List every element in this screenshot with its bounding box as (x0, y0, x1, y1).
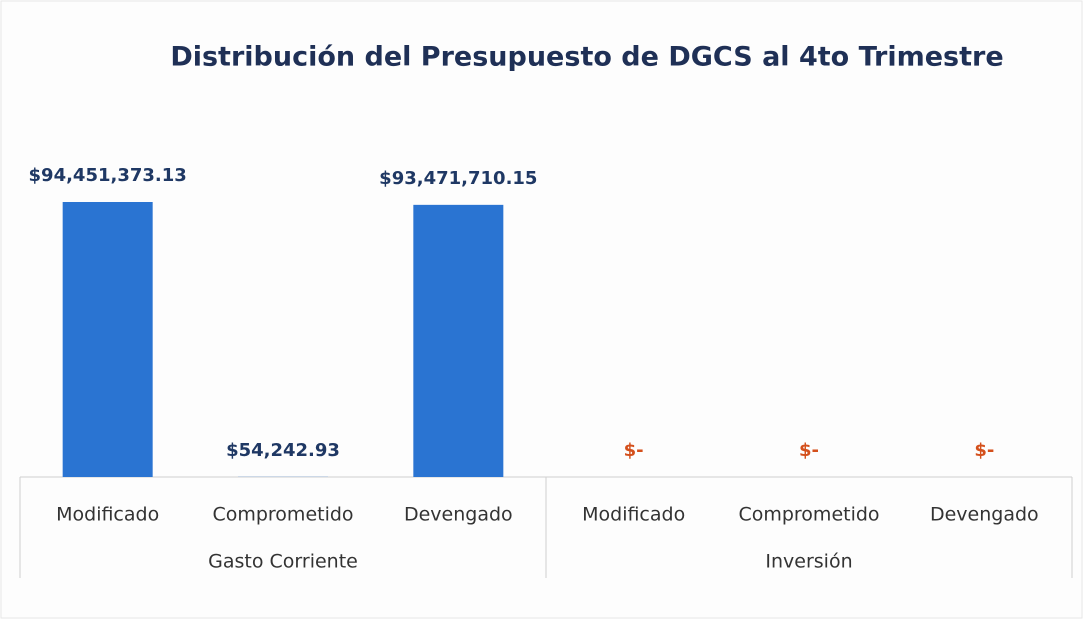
x-tick-label: Comprometido (738, 504, 879, 526)
x-tick-label: Devengado (404, 504, 513, 526)
value-label: $- (974, 440, 994, 461)
bar (62, 202, 153, 477)
x-tick-label: Comprometido (212, 504, 353, 526)
value-label: $- (624, 440, 644, 461)
group-label: Gasto Corriente (208, 551, 358, 573)
value-label: $93,471,710.15 (379, 168, 537, 189)
value-label: $94,451,373.13 (29, 165, 187, 186)
value-label: $- (799, 440, 819, 461)
bar (413, 204, 504, 477)
value-label: $54,242.93 (226, 440, 340, 461)
chart-title: Distribución del Presupuesto de DGCS al … (170, 42, 1003, 73)
group-label: Inversión (765, 551, 852, 573)
x-tick-label: Modificado (582, 504, 685, 526)
x-tick-label: Devengado (930, 504, 1039, 526)
x-tick-label: Modificado (56, 504, 159, 526)
